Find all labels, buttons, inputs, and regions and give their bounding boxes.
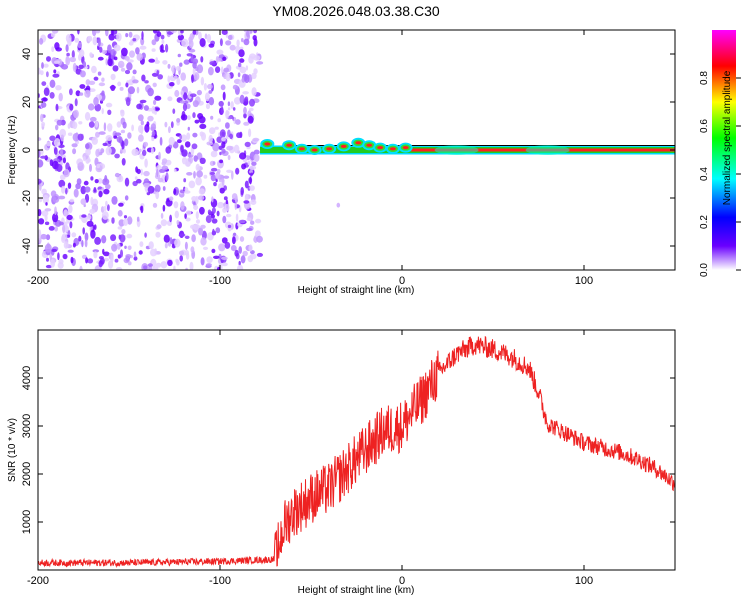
heatmap-ytick-label: -40 — [21, 238, 33, 254]
snr-ytick-label: 4000 — [21, 366, 33, 390]
noise-speckles — [38, 30, 264, 270]
heatmap-xtick-label: 100 — [575, 275, 593, 287]
heatmap-xlabel: Height of straight line (km) — [298, 285, 415, 296]
colorbar-tick-label: 0.6 — [699, 119, 710, 133]
figure-title: YM08.2026.048.03.38.C30 — [272, 3, 440, 19]
colorbar-label: Normalized spectral amplitude — [722, 70, 733, 205]
snr-xtick-label: 0 — [399, 575, 405, 587]
snr-xlabel: Height of straight line (km) — [298, 585, 415, 596]
snr-xtick-label: -100 — [209, 575, 231, 587]
heatmap-ytick-label: 0 — [21, 147, 33, 153]
colorbar: 0.0 0.2 0.4 0.6 0.8 Normalized spectral ampl… — [699, 30, 741, 277]
heatmap-xtick-label: -100 — [209, 275, 231, 287]
snr-frame — [37, 329, 676, 571]
heatmap-ytick-label: 20 — [21, 96, 33, 108]
heatmap-ytick-label: -20 — [21, 190, 33, 206]
signal-band — [260, 137, 675, 208]
snr-ytick-label: 2000 — [21, 462, 33, 486]
snr-ytick-label: 1000 — [21, 510, 33, 534]
heatmap-ylabel: Frequency (Hz) — [7, 116, 18, 185]
snr-ytick-label: 3000 — [21, 414, 33, 438]
snr-xtick-label: 100 — [575, 575, 593, 587]
colorbar-tick-label: 0.4 — [699, 167, 710, 181]
colorbar-tick-label: 0.0 — [699, 263, 710, 277]
heatmap-xtick-label: 0 — [399, 275, 405, 287]
snr-panel: -200 -100 0 100 1000 2000 3000 4000 Height of s… — [7, 329, 676, 596]
snr-series-line — [38, 335, 675, 568]
colorbar-gradient — [712, 30, 736, 270]
snr-xtick-label: -200 — [27, 575, 49, 587]
snr-ylabel: SNR (10 * v/v) — [7, 418, 18, 482]
colorbar-tick-label: 0.2 — [699, 215, 710, 229]
heatmap-ytick-label: 40 — [21, 48, 33, 60]
colorbar-tick-label: 0.8 — [699, 71, 710, 85]
heatmap-xtick-label: -200 — [27, 275, 49, 287]
